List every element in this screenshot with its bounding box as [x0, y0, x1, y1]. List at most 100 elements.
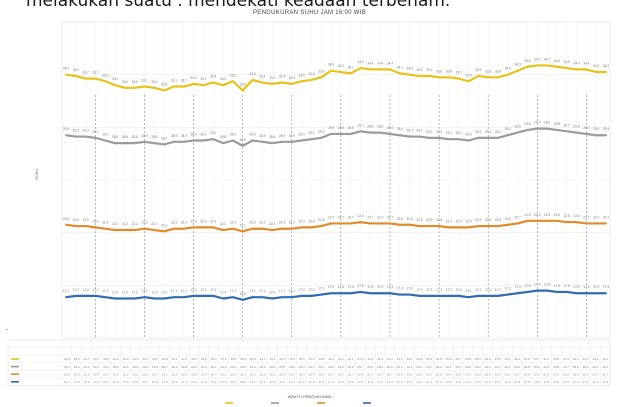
data-table-cell: 17.3 — [318, 380, 324, 384]
series-4-data-label: 17.3 — [505, 287, 511, 291]
series-1-data-label: 33.5 — [465, 73, 471, 77]
data-table-cell: 33.0 — [123, 357, 129, 361]
data-table-cell: 34.5 — [358, 357, 364, 361]
series-3-data-label: 22.7 — [348, 215, 354, 219]
series-4-point — [379, 292, 382, 295]
data-table-cell: 17.2 — [475, 380, 481, 384]
series-1-data-label: 34.6 — [554, 59, 560, 63]
data-table-cell: 17.2 — [211, 380, 217, 384]
series-1-point — [369, 68, 372, 71]
data-table-cell: 22.7 — [348, 372, 354, 376]
series-4-data-label: 17.4 — [593, 285, 599, 289]
series-4-data-label: 17.1 — [141, 289, 147, 293]
series-3-point — [477, 225, 480, 227]
series-2-data-label: 29.0 — [191, 133, 197, 137]
series-2-point — [546, 127, 548, 130]
series-1-point — [487, 76, 490, 79]
data-table-cell: 33.5 — [103, 357, 109, 361]
series-3-data-label: 22.3 — [249, 221, 255, 225]
series-3-point — [340, 222, 342, 225]
series-2-point — [408, 135, 411, 138]
series-2-data-label: 29.0 — [249, 133, 255, 137]
series-2-data-label: 29.4 — [397, 127, 403, 131]
series-1-data-label: 33.4 — [279, 75, 285, 79]
series-4-data-label: 17.4 — [583, 285, 589, 289]
series-4-data-label: 17.1 — [289, 289, 295, 293]
data-table-cell: 22.8 — [573, 372, 579, 376]
series-1-data-label: 33.3 — [289, 76, 295, 80]
clipped-caption-text: melakukan suatu . mendekati keadaan terb… — [26, 0, 451, 11]
series-4-data-label: 17.0 — [220, 291, 226, 295]
data-table-cell: 29.4 — [602, 365, 608, 369]
series-1-point — [251, 79, 254, 81]
series-2-data-label: 29.2 — [92, 130, 98, 134]
series-2-point — [271, 142, 274, 145]
series-2-data-label: 29.0 — [200, 133, 206, 137]
data-table-cell: 34.0 — [504, 357, 510, 361]
data-table-cell: 22.7 — [367, 372, 373, 376]
data-table-cell: 17.4 — [387, 380, 393, 384]
series-2-data-label: 29.5 — [387, 126, 393, 130]
series-2-data-label: 29.1 — [210, 131, 216, 135]
series-3-data-label: 22.2 — [151, 222, 157, 226]
data-table-cell: 22.7 — [377, 372, 383, 376]
series-3-point — [153, 229, 156, 231]
series-1-data-label: 33.7 — [456, 71, 462, 75]
series-1-data-label: 34.4 — [583, 61, 589, 65]
data-table-cell: 28.8 — [221, 365, 227, 369]
series-4-point — [114, 297, 116, 300]
data-table-cell: 33.9 — [426, 357, 432, 361]
data-table-cell: 22.4 — [309, 372, 315, 376]
data-table-cell: 29.2 — [318, 365, 324, 369]
data-table-cell: 22.7 — [387, 372, 393, 376]
series-4-data-label: 17.0 — [122, 291, 128, 295]
series-1-point — [477, 75, 480, 77]
data-table-cell: 22.9 — [543, 372, 549, 376]
series-3-data-label: 22.3 — [102, 221, 108, 225]
series-3-point — [595, 222, 598, 225]
data-table-cell: 22.4 — [455, 372, 461, 376]
series-4-data-label: 17.0 — [132, 291, 138, 295]
series-2-data-label: 28.8 — [112, 135, 118, 139]
series-3-data-label: 22.7 — [515, 215, 521, 219]
data-table-cell: 17.2 — [84, 380, 90, 384]
series-3-data-label: 22.5 — [436, 218, 442, 222]
series-1-data-label: 32.8 — [161, 82, 167, 86]
data-table-cell: 17.4 — [348, 380, 354, 384]
series-2-data-label: 29.7 — [357, 123, 363, 127]
series-2-data-label: 29.0 — [230, 133, 236, 137]
series-2-point — [556, 129, 558, 131]
series-4-data-label: 17.0 — [151, 291, 157, 295]
data-table-cell: 29.2 — [93, 365, 99, 369]
series-4-data-label: 17.0 — [269, 291, 275, 295]
series-1-point — [281, 81, 283, 84]
data-table-cell: 34.1 — [397, 357, 403, 361]
data-table-cell: 22.9 — [524, 372, 530, 376]
series-1-data-label: 34.3 — [515, 63, 521, 67]
series-1-point — [428, 75, 431, 77]
series-3-point — [467, 226, 470, 229]
series-4-data-label: 17.2 — [200, 288, 206, 292]
data-table-cell: 16.9 — [240, 380, 246, 384]
series-4-point — [497, 294, 499, 297]
series-4-data-label: 17.5 — [524, 284, 530, 288]
series-line-4 — [65, 289, 606, 301]
data-table-cell: 33.1 — [142, 357, 148, 361]
data-table-cell: 17.4 — [514, 380, 520, 384]
stray-dot: . — [6, 323, 9, 332]
series-4-data-label: 17.1 — [249, 289, 255, 293]
data-table-cell: 17.2 — [485, 380, 491, 384]
data-table-cell: 22.7 — [338, 372, 344, 376]
data-table-cell: 33.2 — [113, 357, 119, 361]
series-1-point — [359, 67, 362, 69]
series-4-point — [605, 292, 607, 295]
series-2-data-label: 29.1 — [456, 131, 462, 135]
data-table-cell: 22.5 — [485, 372, 491, 376]
data-table-cell: 28.9 — [279, 365, 285, 369]
series-2-data-label: 29.0 — [102, 133, 108, 137]
series-1-data-label: 33.4 — [210, 75, 216, 79]
series-4-data-label: 17.2 — [92, 288, 98, 292]
chart-title: PENGUKURAN SUHU JAM 16:00 WIB — [252, 10, 367, 16]
data-table-cell: 29.2 — [475, 365, 481, 369]
series-2-point — [104, 139, 107, 142]
